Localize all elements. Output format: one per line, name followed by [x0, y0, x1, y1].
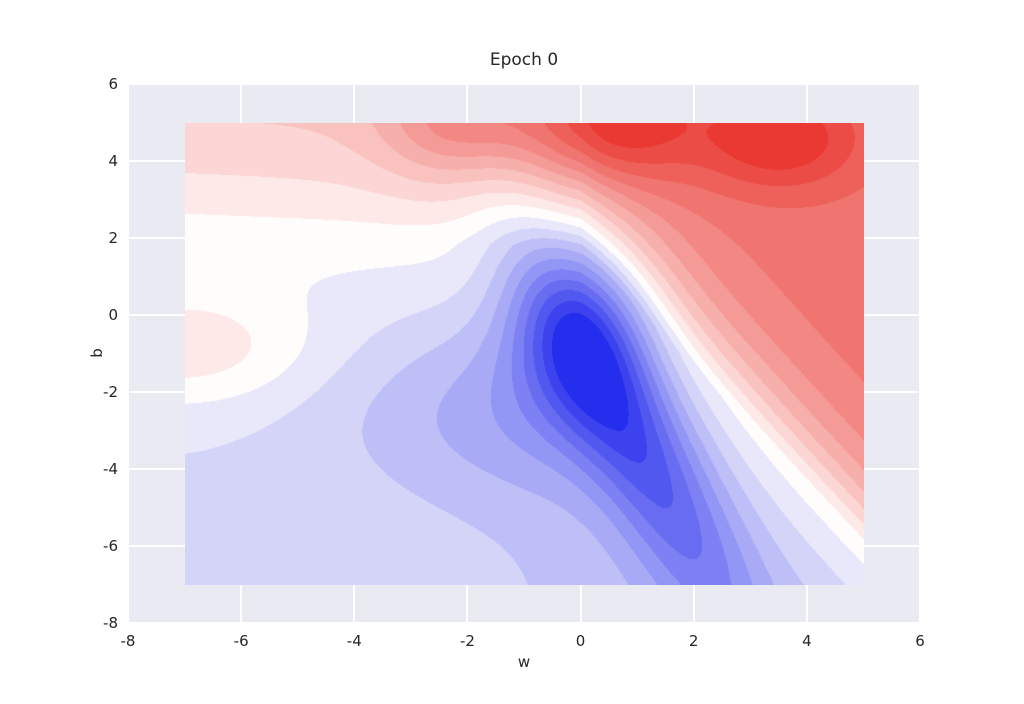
x-tick-label: -8: [120, 632, 136, 650]
y-tick-label: -8: [103, 614, 118, 632]
x-axis-label: w: [517, 653, 531, 671]
y-tick-label: 4: [108, 152, 118, 170]
gridline-y: [128, 622, 920, 624]
y-tick-label: -2: [103, 383, 118, 401]
x-tick-label: 2: [688, 632, 699, 650]
y-tick-label: 6: [108, 75, 118, 93]
y-tick-label: -4: [103, 460, 118, 478]
y-tick-label: 2: [108, 229, 118, 247]
chart-title: Epoch 0: [489, 50, 559, 70]
axes: [127, 83, 921, 624]
gridline-x: [919, 84, 921, 623]
x-tick-label: 6: [915, 632, 925, 650]
gridline-x: [127, 84, 129, 623]
y-axis-label: b: [88, 348, 106, 358]
y-tick-label: 0: [108, 306, 118, 324]
contour-plot: [184, 122, 864, 585]
x-tick-label: -6: [233, 632, 249, 650]
x-tick-label: 4: [802, 632, 812, 650]
x-tick-label: 0: [575, 632, 586, 650]
gridline-y: [128, 83, 920, 85]
y-tick-label: -6: [103, 537, 118, 555]
x-tick-label: -2: [459, 632, 475, 650]
x-tick-label: -4: [346, 632, 362, 650]
